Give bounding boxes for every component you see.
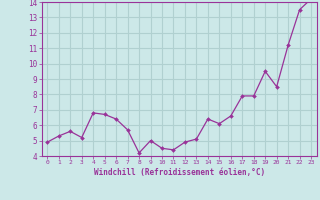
X-axis label: Windchill (Refroidissement éolien,°C): Windchill (Refroidissement éolien,°C): [94, 168, 265, 177]
